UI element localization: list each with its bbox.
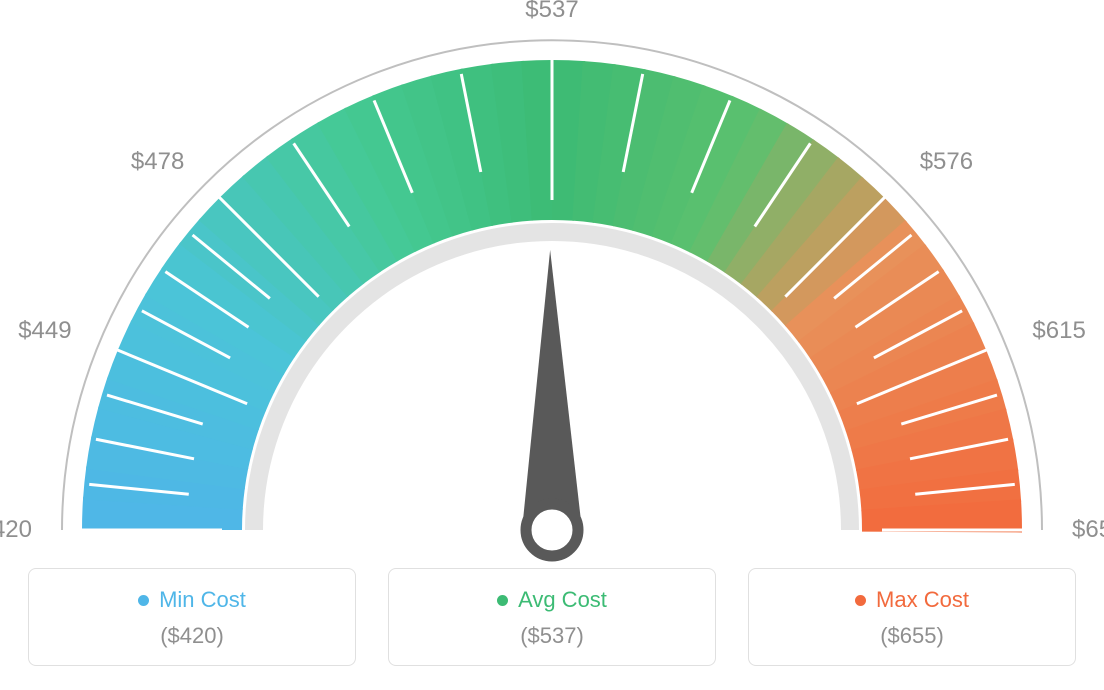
legend-card-avg: Avg Cost ($537) [388,568,716,666]
legend-row: Min Cost ($420) Avg Cost ($537) Max Cost… [28,568,1076,666]
gauge-area: $420 $449 $478 $537 $576 $615 $655 [0,0,1104,570]
legend-min-label: Min Cost [159,587,246,613]
gauge-tick-label: $655 [1072,516,1104,544]
legend-max-value: ($655) [880,623,944,649]
legend-avg-dot [497,595,508,606]
gauge-tick-label: $537 [525,0,578,24]
gauge-needle-hub [526,504,578,556]
gauge-tick-label: $478 [131,148,184,176]
legend-min-value: ($420) [160,623,224,649]
legend-avg-value: ($537) [520,623,584,649]
gauge-needle [522,250,582,530]
legend-min-dot [138,595,149,606]
gauge-tick-label: $420 [0,516,32,544]
legend-min-top: Min Cost [138,587,246,613]
legend-card-min: Min Cost ($420) [28,568,356,666]
gauge-tick-label: $449 [18,317,71,345]
gauge-tick-label: $615 [1032,317,1085,345]
legend-avg-top: Avg Cost [497,587,607,613]
legend-avg-label: Avg Cost [518,587,607,613]
legend-max-top: Max Cost [855,587,969,613]
gauge-tick-label: $576 [920,148,973,176]
gauge-svg [0,0,1104,570]
legend-card-max: Max Cost ($655) [748,568,1076,666]
legend-max-label: Max Cost [876,587,969,613]
legend-max-dot [855,595,866,606]
gauge-chart-container: $420 $449 $478 $537 $576 $615 $655 Min Cost ($… [0,0,1104,690]
